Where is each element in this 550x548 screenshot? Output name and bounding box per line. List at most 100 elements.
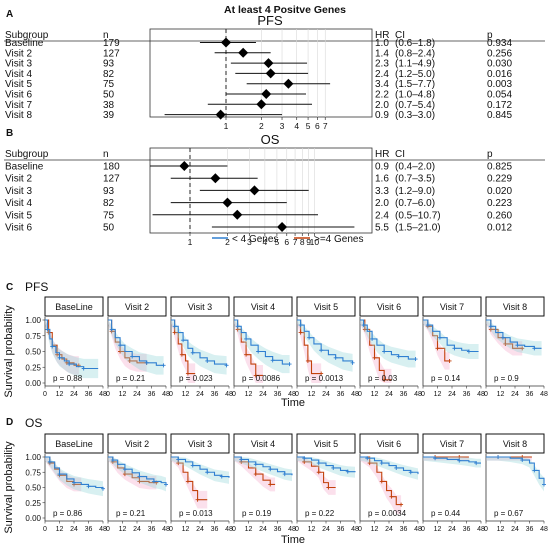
x-tick-label: 24 <box>70 526 78 533</box>
x-tick-label: 0 <box>43 391 47 398</box>
row-hr: 2.4 <box>375 69 389 80</box>
x-tick-label: 36 <box>526 526 534 533</box>
facet-strip <box>233 296 293 317</box>
censor-mark-lt4 <box>307 335 312 340</box>
x-tick-label: 12 <box>56 391 64 398</box>
x-tick-label: 0 <box>421 391 425 398</box>
survival-curve-lt4 <box>45 319 99 370</box>
facet-strip <box>44 296 104 317</box>
row-p: 0.016 <box>487 69 512 80</box>
x-tick-label: 2 <box>225 237 230 247</box>
censor-mark-lt4 <box>109 327 114 332</box>
censor-mark-lt4 <box>542 482 546 487</box>
x-tick-label: 12 <box>245 526 253 533</box>
facet-strip <box>44 433 104 454</box>
x-tick-label: 36 <box>211 526 219 533</box>
x-tick-label: 0 <box>358 526 362 533</box>
censor-mark-lt4 <box>176 457 181 462</box>
header-ci: CI <box>395 30 405 41</box>
row-n: 50 <box>103 223 115 234</box>
censor-mark-lt4 <box>256 349 261 354</box>
facet-plot <box>297 317 355 386</box>
hr-marker <box>215 109 226 120</box>
facet-plot <box>108 317 166 386</box>
hr-marker <box>261 89 272 99</box>
facet-label: Visit 5 <box>314 439 338 449</box>
ci-band-lt4 <box>108 457 166 492</box>
row-hr: 1.6 <box>375 174 389 185</box>
legend-label-lt4: < 4 Genes <box>232 234 278 245</box>
ci-band-ge4 <box>108 320 147 372</box>
header-subgroup: Subgroup <box>5 149 49 160</box>
x-tick-label: 24 <box>322 391 330 398</box>
hr-marker <box>179 161 190 171</box>
survival-curve-lt4 <box>297 319 354 363</box>
facet-plot <box>45 317 103 386</box>
row-subgroup: Visit 5 <box>5 79 32 90</box>
ci-band-ge4 <box>297 457 336 495</box>
y-tick-label: 0.75 <box>25 332 41 341</box>
censor-mark-lt4 <box>101 486 105 491</box>
facet-plot <box>171 317 229 386</box>
panel-letter: A <box>6 9 13 20</box>
x-tick-label: 0 <box>106 391 110 398</box>
censor-mark-lt4 <box>190 350 195 355</box>
row-hr: 1.0 <box>375 38 389 49</box>
facet-label: Visit 6 <box>377 439 401 449</box>
x-tick-label: 36 <box>337 526 345 533</box>
censor-mark-lt4 <box>433 456 438 461</box>
hr-marker <box>277 222 288 232</box>
facet-label: Visit 5 <box>314 302 338 312</box>
censor-mark-ge4 <box>399 502 404 507</box>
header-n: n <box>103 30 109 41</box>
censor-mark-ge4 <box>367 461 372 466</box>
panel-letter: D <box>6 417 13 428</box>
censor-mark-lt4 <box>130 354 135 359</box>
censor-mark-ge4 <box>298 330 303 335</box>
x-tick-label: 12 <box>56 526 64 533</box>
censor-mark-lt4 <box>350 360 355 365</box>
facet-label: BaseLine <box>55 302 93 312</box>
x-tick-label: 12 <box>371 526 379 533</box>
km-panel-pfs: C PFS 0.00 0.25 0.50 0.75 1.00 BaseLine 0 12 24 36 4… <box>3 280 548 409</box>
ci-band-lt4 <box>297 457 355 478</box>
survival-curve-lt4 <box>45 456 104 489</box>
censor-mark-ge4 <box>382 377 387 382</box>
x-tick-label: 5 <box>275 237 280 247</box>
x-tick-label: 24 <box>133 526 141 533</box>
censor-mark-lt4 <box>331 465 336 470</box>
p-value: p = 0.0034 <box>368 509 407 518</box>
censor-mark-lt4 <box>532 346 537 351</box>
y-tick-label: 1.00 <box>25 453 41 462</box>
censor-mark-lt4 <box>298 323 303 328</box>
x-tick-label: 24 <box>448 391 456 398</box>
censor-mark-ge4 <box>362 327 367 332</box>
facet-label: Visit 6 <box>377 302 401 312</box>
facet-label: Visit 3 <box>188 439 212 449</box>
row-subgroup: Visit 3 <box>5 59 32 70</box>
censor-mark-lt4 <box>57 355 62 360</box>
x-axis-title: Time <box>281 534 305 546</box>
censor-mark-lt4 <box>253 462 258 467</box>
ci-band-lt4 <box>297 320 353 372</box>
censor-mark-lt4 <box>268 467 273 472</box>
x-tick-label: 24 <box>511 526 519 533</box>
ci-band-lt4 <box>486 457 544 492</box>
facet-strip <box>485 433 545 454</box>
censor-mark-lt4 <box>396 354 401 359</box>
km-panel-os: D OS 0.00 0.25 0.50 0.75 1.00 BaseLine 0 12 24 36 48… <box>3 416 548 546</box>
legend-label-ge4: >=4 Genes <box>314 234 363 245</box>
facet-label: Visit 7 <box>440 439 464 449</box>
facet-strip <box>296 296 356 317</box>
x-tick-label: 12 <box>371 391 379 398</box>
ci-band-ge4 <box>171 320 196 383</box>
row-p: 0.003 <box>487 79 512 90</box>
p-value: p = 0.21 <box>116 374 146 383</box>
ci-band-lt4 <box>171 457 229 484</box>
x-tick-label: 48 <box>351 526 359 533</box>
row-p: 0.825 <box>487 162 512 173</box>
censor-mark-ge4 <box>319 371 324 376</box>
ci-band-ge4 <box>360 320 392 383</box>
facet-strip <box>359 433 419 454</box>
x-tick-label: 24 <box>385 526 393 533</box>
